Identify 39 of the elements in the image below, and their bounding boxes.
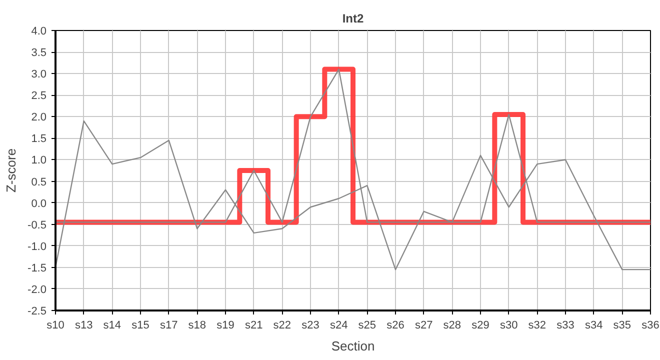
x-tick-label: s35 [613, 320, 632, 332]
x-tick-label: s10 [46, 320, 64, 332]
x-tick-label: s25 [358, 320, 376, 332]
x-tick-label: s30 [500, 320, 518, 332]
y-tick-label: -2.5 [28, 306, 47, 318]
x-tick-label: s22 [273, 320, 292, 332]
y-tick-label: -1.5 [28, 262, 47, 274]
x-tick-label: s36 [642, 320, 660, 332]
x-tick-label: s29 [472, 320, 490, 332]
x-tick-label: s27 [414, 320, 433, 332]
y-tick-label: 0.5 [31, 176, 47, 188]
x-tick-label: s28 [443, 320, 462, 332]
chart-title: Int2 [342, 12, 364, 26]
x-tick-label: s24 [330, 320, 348, 332]
x-tick-label: s34 [584, 320, 603, 332]
y-tick-label: 2.5 [31, 90, 47, 102]
y-tick-label: 1.0 [31, 154, 47, 167]
x-tick-label: s19 [216, 320, 234, 332]
y-tick-label: 0.0 [31, 198, 47, 210]
y-tick-label: -0.5 [28, 219, 47, 232]
x-tick-label: s21 [244, 320, 263, 332]
y-tick-label: 3.5 [31, 47, 47, 60]
y-tick-label: -2.0 [28, 284, 47, 296]
y-tick-label: -1.0 [28, 240, 47, 253]
x-tick-label: s18 [188, 320, 206, 332]
x-tick-label: s33 [556, 320, 574, 332]
x-tick-label: s26 [386, 320, 404, 332]
x-tick-label: s15 [132, 320, 150, 332]
x-axis-title: Section [331, 338, 375, 354]
x-tick-label: s32 [528, 320, 546, 332]
y-tick-label: 2.0 [31, 112, 47, 124]
x-tick-label: s17 [160, 320, 178, 332]
x-tick-label: s13 [74, 320, 93, 332]
y-axis-title: Z-score [4, 148, 19, 193]
y-tick-label: 3.0 [31, 68, 47, 81]
x-tick-label: s23 [302, 320, 320, 332]
x-tick-label: s14 [103, 320, 122, 332]
y-tick-label: 4.0 [31, 26, 47, 38]
y-tick-label: 1.5 [31, 133, 47, 146]
